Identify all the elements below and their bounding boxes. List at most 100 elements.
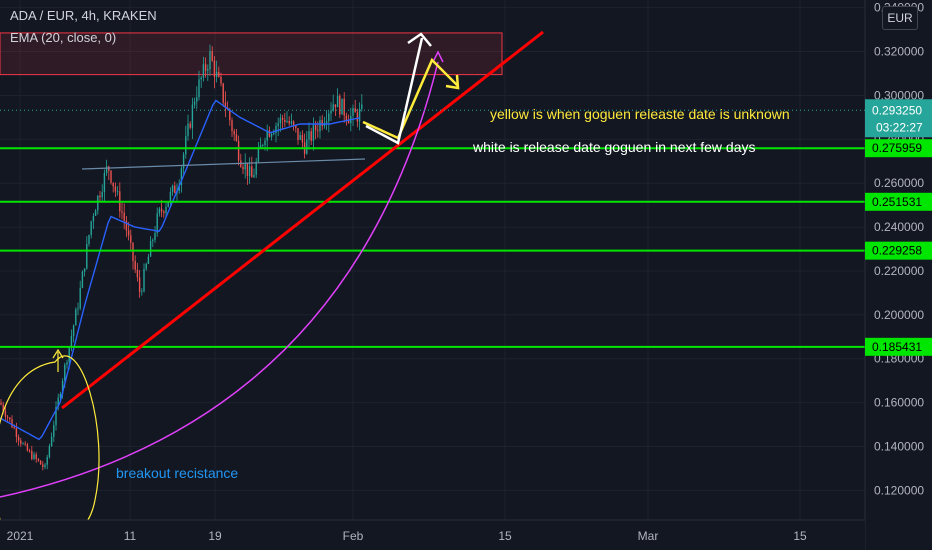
candle-body [101,192,103,198]
candle-body [277,123,279,126]
candle-body [99,195,101,198]
ema-line [0,99,361,441]
candle-body [198,79,200,98]
time-tick-label: 15 [793,529,807,543]
candle-body [103,173,106,193]
level-price-badge [865,192,932,211]
level-price-badge [865,139,932,158]
candle-body [121,211,123,213]
candle-body [182,154,185,169]
candle-body [143,269,145,292]
yellow-path[interactable] [362,57,459,140]
candle-body [209,51,211,70]
candle-body [83,268,86,272]
candle-body [174,185,176,193]
candle-body [202,64,205,78]
parabolic-curve[interactable] [0,61,439,498]
candle-body [35,454,37,459]
level-price-label: 0.229258 [872,244,922,258]
candle-body [178,184,180,191]
candle-body [325,121,328,123]
candle-body [334,104,337,108]
price-tick-label: 0.140000 [874,439,924,453]
candle-body [160,208,163,212]
candle-body [24,443,26,445]
candle-body [229,109,231,121]
candle-body [163,211,165,214]
candle-body [37,458,40,461]
candle-body [233,131,235,135]
candle-body [290,121,293,124]
candle-body [59,393,62,398]
candle-body [97,195,99,211]
candle-body [79,287,81,309]
candle-body [57,397,59,408]
candle-body [187,123,189,137]
candle-body [28,450,31,452]
candle-body [314,125,317,131]
candle-body [31,450,33,460]
candle-body [237,140,240,161]
candle-body [116,191,119,193]
currency-button[interactable]: EUR [882,6,918,30]
candle-body [275,125,277,133]
time-axis-bg [0,520,865,550]
candle-body [255,161,257,175]
candle-body [134,260,136,270]
candle-body [242,166,244,170]
last-price-label: 0.293250 [872,103,922,117]
candle-body [358,109,361,122]
candle-body [341,98,343,115]
candle-body [46,457,48,465]
white-path[interactable] [365,37,424,145]
candle-body [336,95,339,108]
candle-body [310,131,312,141]
annotation-white-note: white is release date goguen in next few… [472,139,756,155]
candle-body [123,212,125,221]
candle-body [207,69,209,71]
candle-body [114,186,117,192]
candle-body [66,362,68,365]
candle-body [220,76,222,84]
candle-body [189,123,191,128]
candle-body [284,119,286,123]
candle-body [297,128,299,140]
candle-body [94,210,97,216]
candle-body [4,411,7,417]
candle-body [68,346,70,363]
candle-body [11,419,13,428]
candle-body [136,269,139,278]
candle-body [253,174,255,178]
candle-body [301,135,304,143]
candle-body [90,221,92,236]
candle-body [347,120,350,124]
candle-body [231,120,233,132]
candle-body [268,130,271,137]
candle-body [330,110,332,114]
candle-body [218,71,220,77]
candle-body [191,104,194,128]
time-tick-label: 11 [124,529,137,543]
time-tick-label: Feb [343,529,364,543]
range-top-line[interactable] [81,158,366,170]
candle-body [319,120,321,132]
candle-body [354,108,356,113]
chart-grid [0,0,865,520]
candle-body [235,134,238,141]
candle-body [77,308,79,310]
time-tick-label: 15 [498,529,512,543]
candle-body [169,191,172,203]
white-arrowhead [407,32,432,47]
candle-body [72,325,75,337]
candle-body [156,213,158,233]
trendline[interactable] [61,30,544,410]
candle-body [70,336,73,347]
breakout-arrow-head [52,348,64,359]
level-price-badge [865,241,932,260]
candle-body [306,139,308,154]
candle-body [356,112,359,122]
candle-body [281,117,284,120]
candle-body [13,427,15,429]
price-tick-label: 0.200000 [874,308,924,322]
